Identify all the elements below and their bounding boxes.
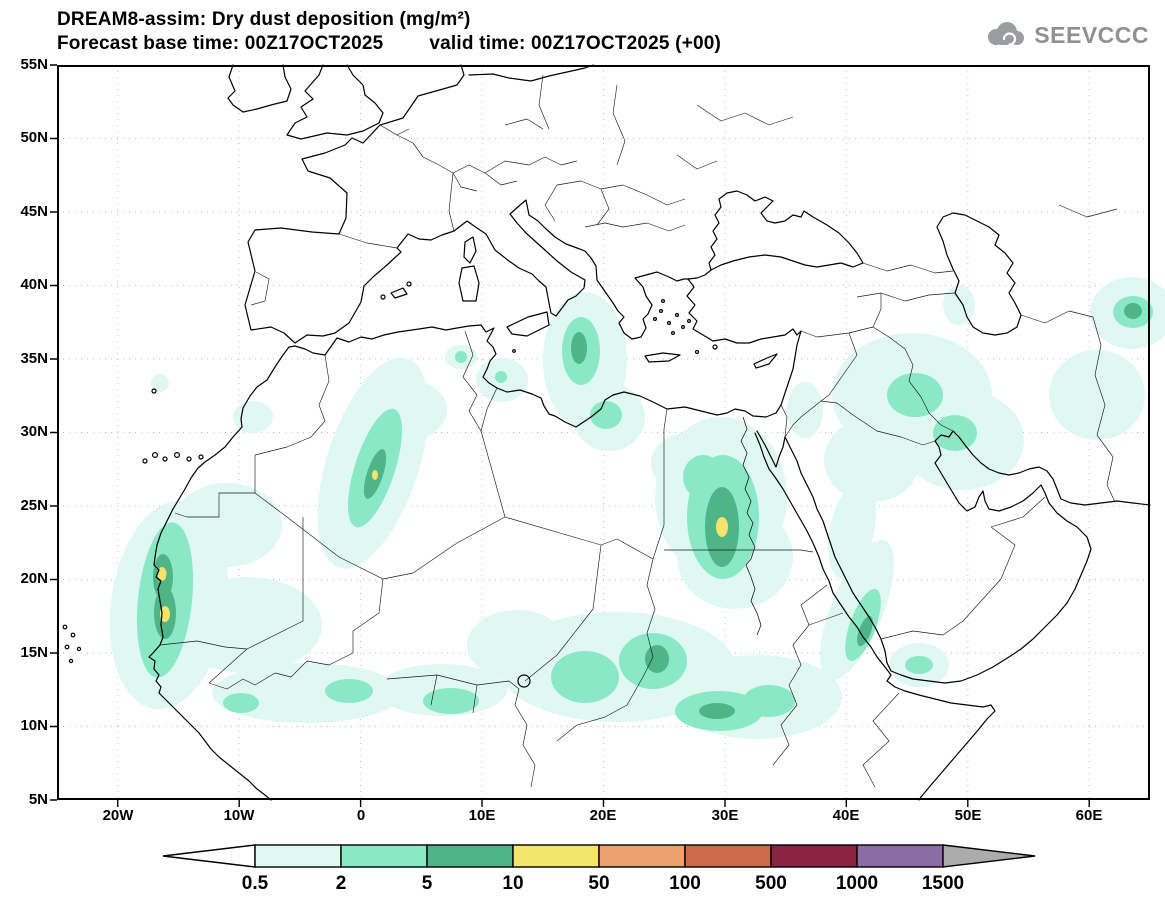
lon-label: 40E — [832, 807, 860, 824]
lat-label: 5N — [28, 791, 48, 808]
map-canvas — [50, 64, 1165, 807]
colorbar-segment — [770, 844, 858, 868]
lon-label: 20E — [589, 807, 617, 824]
plot-subtitle: Forecast base time: 00Z17OCT2025 valid ti… — [57, 32, 721, 56]
axis-ticks — [50, 64, 1090, 807]
lon-label: 50E — [954, 807, 982, 824]
lat-label: 15N — [20, 644, 48, 661]
coastline-ireland — [227, 64, 292, 113]
colorbar-label: 2 — [335, 873, 347, 894]
lat-label: 40N — [20, 276, 48, 293]
map-frame — [57, 65, 1150, 800]
lat-label: 30N — [20, 423, 48, 440]
lon-label: 30E — [711, 807, 739, 824]
coastline-marmara — [687, 269, 712, 280]
colorbar-below-min-arrow — [162, 844, 256, 868]
colorbar-label: 1000 — [835, 873, 879, 894]
lon-label: 60E — [1075, 807, 1103, 824]
colorbar-labels: 0.5 2 5 10 50 100 500 1000 1500 — [0, 873, 1165, 897]
colorbar-label: 100 — [669, 873, 701, 894]
plot-title: DREAM8-assim: Dry dust deposition (mg/m²… — [57, 9, 471, 30]
lat-label: 50N — [20, 129, 48, 146]
colorbar-segment — [684, 844, 772, 868]
coastline-red-sea-africa-somalia — [754, 432, 996, 801]
lat-label: 35N — [20, 350, 48, 367]
colorbar-segment — [426, 844, 514, 868]
country-borders — [159, 74, 1118, 788]
lon-label: 10E — [468, 807, 496, 824]
dust-shading-bin-2-5 — [136, 296, 1153, 731]
colorbar-label: 50 — [588, 873, 610, 894]
coastline-black-sea — [708, 190, 864, 271]
coastline-sinai-arabia-gulf — [756, 430, 1151, 684]
seevccc-logo: SEEVCCC — [982, 20, 1149, 50]
colorbar-label: 0.5 — [241, 873, 269, 894]
coastline-baltic — [468, 64, 594, 82]
colorbar-label: 10 — [502, 873, 524, 894]
coastline-islands — [390, 236, 778, 369]
coastline-europe-west — [244, 64, 689, 344]
lon-label: 20W — [102, 807, 134, 824]
colorbar-above-max-arrow — [942, 844, 1036, 868]
coastline-north-africa-west-africa — [148, 324, 777, 801]
colorbar-segment — [254, 844, 342, 868]
lon-label: 10W — [223, 807, 255, 824]
valid-time: valid time: 00Z17OCT2025 (+00) — [429, 33, 722, 54]
borders-europe — [250, 74, 794, 306]
coastlines — [62, 64, 1151, 801]
longitude-axis: 20W 10W 0 10E 20E 30E 40E 50E 60E — [57, 803, 1150, 827]
colorbar-label: 5 — [421, 873, 433, 894]
colorbar — [162, 844, 1036, 868]
lat-label: 10N — [20, 717, 48, 734]
colorbar-segment — [598, 844, 686, 868]
seevccc-logo-text: SEEVCCC — [1034, 21, 1149, 48]
colorbar-segment — [340, 844, 428, 868]
forecast-base-time: Forecast base time: 00Z17OCT2025 — [57, 33, 384, 54]
lat-label: 55N — [20, 56, 48, 73]
colorbar-label: 1500 — [921, 873, 965, 894]
latitude-axis: 55N 50N 45N 40N 35N 30N 25N 20N 15N 10N … — [6, 56, 50, 808]
colorbar-label: 500 — [755, 873, 787, 894]
lon-label: 0 — [356, 807, 366, 824]
island-dots — [62, 281, 718, 688]
seevccc-cloud-icon — [988, 22, 1025, 46]
coastline-caspian-sea — [936, 212, 1022, 336]
dust-shading-bin-10-50 — [157, 470, 728, 622]
coastline-turkey-levant — [686, 278, 802, 414]
lat-label: 45N — [20, 203, 48, 220]
coastline-britain — [286, 64, 384, 140]
plot-titles: DREAM8-assim: Dry dust deposition (mg/m²… — [57, 8, 721, 56]
colorbar-segment — [512, 844, 600, 868]
borders-africa-middle-east — [159, 204, 1118, 788]
lat-label: 25N — [20, 497, 48, 514]
nile-river — [740, 416, 762, 636]
lat-label: 20N — [20, 570, 48, 587]
colorbar-segment — [856, 844, 944, 868]
